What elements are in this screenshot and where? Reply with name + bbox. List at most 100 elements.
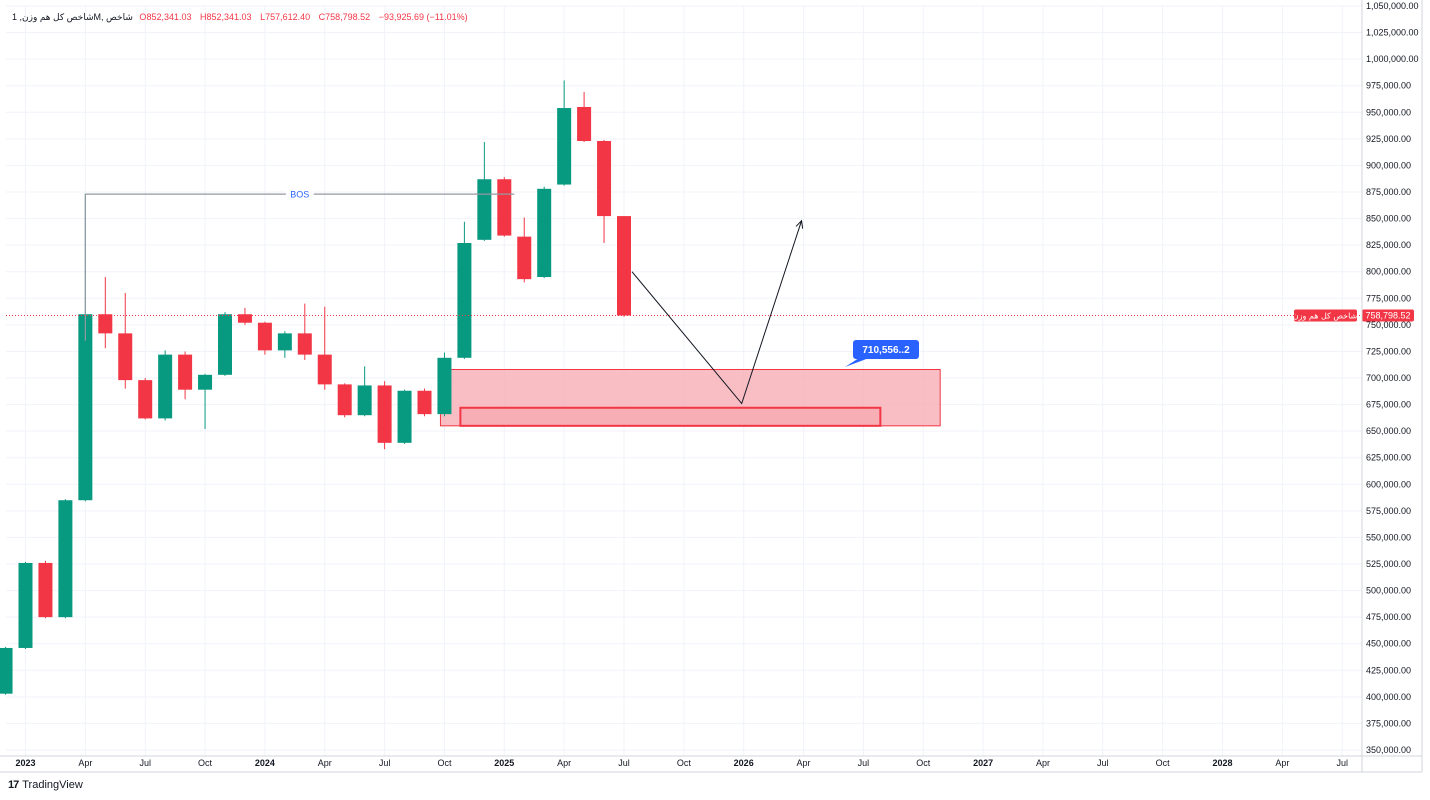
x-tick-label: 2026 xyxy=(734,758,754,768)
x-tick-label: Apr xyxy=(1036,758,1050,768)
x-tick-label: Apr xyxy=(797,758,811,768)
candle-body xyxy=(297,333,312,355)
y-tick-label: 950,000.00 xyxy=(1366,107,1411,117)
y-tick-label: 600,000.00 xyxy=(1366,479,1411,489)
candle-bearish xyxy=(517,217,532,283)
x-tick-label: Oct xyxy=(437,758,452,768)
candle-bearish xyxy=(237,307,252,325)
demand-zones[interactable] xyxy=(439,368,941,427)
candle-bearish xyxy=(377,381,392,450)
projection-path[interactable] xyxy=(631,220,803,405)
candle-bullish xyxy=(537,186,552,279)
candle-bearish xyxy=(617,216,631,317)
candle-body xyxy=(18,562,33,648)
x-tick-label: Apr xyxy=(1275,758,1289,768)
candle-bullish xyxy=(18,561,33,650)
x-tick-label: Jul xyxy=(1336,758,1348,768)
candle-body xyxy=(497,179,512,236)
candle-bullish xyxy=(437,352,452,417)
candle-bearish xyxy=(178,351,193,400)
candle-bearish xyxy=(337,383,352,418)
callout-label[interactable]: 710,556..2 xyxy=(862,345,910,356)
y-tick-label: 525,000.00 xyxy=(1366,559,1411,569)
y-tick-label: 1,025,000.00 xyxy=(1366,28,1419,38)
y-tick-label: 675,000.00 xyxy=(1366,400,1411,410)
x-tick-label: Apr xyxy=(78,758,92,768)
candle-bullish xyxy=(397,389,412,444)
tradingview-logo[interactable]: 17 TradingView xyxy=(8,779,83,791)
candle-bearish xyxy=(98,277,113,349)
y-tick-label: 350,000.00 xyxy=(1366,745,1411,755)
tradingview-mark-icon: 17 xyxy=(8,779,19,791)
x-tick-label: Oct xyxy=(916,758,931,768)
candle-bullish xyxy=(158,350,173,421)
low-label: L xyxy=(260,12,266,22)
candle-bearish xyxy=(417,388,432,417)
low-value: 757,612.40 xyxy=(265,12,311,22)
y-tick-label: 575,000.00 xyxy=(1366,506,1411,516)
candle-body xyxy=(158,354,173,419)
chart-annotations[interactable]: BOS 710,556..2 شاخص کل هم وزن 758,798.52 xyxy=(6,188,1414,405)
candle-bullish xyxy=(277,331,292,358)
candle-body xyxy=(0,647,13,694)
y-tick-label: 700,000.00 xyxy=(1366,373,1411,383)
projection-arrowhead-icon xyxy=(795,219,804,229)
y-tick-label: 750,000.00 xyxy=(1366,320,1411,330)
bos-label[interactable]: BOS xyxy=(290,190,309,200)
y-tick-label: 825,000.00 xyxy=(1366,240,1411,250)
candle-bearish xyxy=(497,177,512,237)
candle-body xyxy=(138,380,153,419)
candle-bearish xyxy=(138,378,153,420)
x-tick-label: Jul xyxy=(858,758,870,768)
bos-label-bg xyxy=(285,188,314,201)
y-tick-label: 450,000.00 xyxy=(1366,639,1411,649)
x-tick-label: 2025 xyxy=(494,758,514,768)
demand-zone-inner[interactable] xyxy=(459,406,882,427)
candle-body xyxy=(377,385,392,443)
x-tick-label: Oct xyxy=(198,758,213,768)
ohlc-high: H852,341.03 xyxy=(200,12,252,22)
candle-bullish xyxy=(58,499,73,619)
candle-body xyxy=(397,390,412,443)
callout-label-bg[interactable] xyxy=(853,340,919,359)
symbol-legend: شاخص کل هم وزن, 1M, شاخص O852,341.03 H85… xyxy=(12,11,474,23)
candle-body xyxy=(517,236,532,280)
x-tick-label: Oct xyxy=(1156,758,1171,768)
y-tick-label: 650,000.00 xyxy=(1366,426,1411,436)
candle-body xyxy=(277,333,292,351)
x-tick-label: 2023 xyxy=(15,758,35,768)
open-value: 852,341.03 xyxy=(146,12,192,22)
last-price-label: 758,798.52 xyxy=(1365,311,1410,321)
y-tick-label: 550,000.00 xyxy=(1366,532,1411,542)
high-label: H xyxy=(200,12,207,22)
candle-bullish xyxy=(198,373,213,430)
candlestick-series xyxy=(0,80,631,695)
candle-body xyxy=(557,108,572,185)
x-tick-label: Jul xyxy=(1097,758,1109,768)
brand-name: TradingView xyxy=(22,779,83,791)
candle-body xyxy=(597,140,612,217)
ohlc-close: C758,798.52 xyxy=(319,12,371,22)
ohlc-change: −93,925.69 (−11.01%) xyxy=(378,12,468,22)
y-tick-label: 850,000.00 xyxy=(1366,214,1411,224)
callout-pointer-icon xyxy=(845,358,869,367)
x-tick-label: Oct xyxy=(677,758,692,768)
y-tick-label: 975,000.00 xyxy=(1366,81,1411,91)
x-tick-label: Jul xyxy=(618,758,630,768)
bos-line[interactable] xyxy=(84,193,515,341)
candle-bullish xyxy=(357,366,372,417)
candle-body xyxy=(78,314,93,501)
candle-body xyxy=(198,374,213,390)
symbol-name[interactable]: شاخص کل هم وزن, 1M, شاخص xyxy=(12,12,133,22)
candle-body xyxy=(118,333,133,381)
x-tick-label: 2027 xyxy=(973,758,993,768)
candle-bearish xyxy=(577,92,592,143)
candle-body xyxy=(178,354,193,390)
candle-body xyxy=(537,188,552,278)
y-tick-label: 625,000.00 xyxy=(1366,453,1411,463)
y-tick-label: 500,000.00 xyxy=(1366,586,1411,596)
chart-axes: 350,000.00 375,000.00 400,000.00 425,000.00… xyxy=(0,0,1423,773)
candle-body xyxy=(617,216,631,316)
candle-body xyxy=(98,314,113,334)
